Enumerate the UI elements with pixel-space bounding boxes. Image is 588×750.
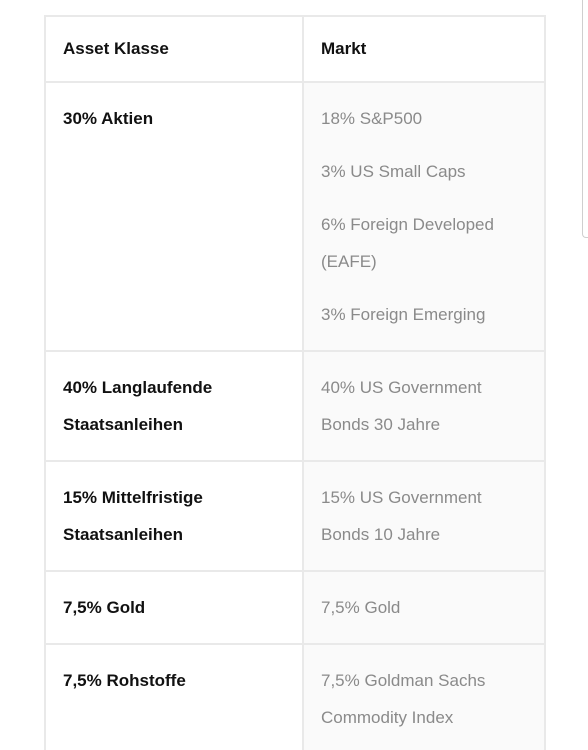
market-item: 15% US Government Bonds 10 Jahre bbox=[321, 488, 482, 544]
scroll-indicator[interactable] bbox=[582, 0, 588, 238]
table-header-row: Asset Klasse Markt bbox=[44, 15, 546, 83]
asset-cell: 7,5% Gold bbox=[44, 570, 304, 645]
allocation-table: Asset Klasse Markt 30% Aktien 18% S&P500… bbox=[44, 15, 546, 750]
header-market: Markt bbox=[302, 15, 546, 83]
market-item: 3% Foreign Emerging bbox=[321, 305, 486, 324]
header-asset-class: Asset Klasse bbox=[44, 15, 304, 83]
table-row: 40% Langlaufende Staatsanleihen 40% US G… bbox=[44, 350, 546, 462]
market-item: 7,5% Goldman Sachs Commodity Index bbox=[321, 671, 486, 727]
asset-cell: 40% Langlaufende Staatsanleihen bbox=[44, 350, 304, 462]
market-item: 18% S&P500 bbox=[321, 109, 423, 128]
market-cell: 15% US Government Bonds 10 Jahre bbox=[302, 460, 546, 572]
table-row: 15% Mittelfristige Staatsanleihen 15% US… bbox=[44, 460, 546, 572]
market-item: 40% US Government Bonds 30 Jahre bbox=[321, 378, 482, 434]
market-item: 3% US Small Caps bbox=[321, 162, 466, 181]
table-row: 30% Aktien 18% S&P500 3% US Small Caps 6… bbox=[44, 81, 546, 352]
table-row: 7,5% Gold 7,5% Gold bbox=[44, 570, 546, 645]
market-item: 7,5% Gold bbox=[321, 598, 401, 617]
asset-cell: 30% Aktien bbox=[44, 81, 304, 352]
market-item: 6% Foreign Developed (EAFE) bbox=[321, 215, 494, 271]
market-cell: 7,5% Gold bbox=[302, 570, 546, 645]
table-row: 7,5% Rohstoffe 7,5% Goldman Sachs Commod… bbox=[44, 643, 546, 750]
asset-cell: 15% Mittelfristige Staatsanleihen bbox=[44, 460, 304, 572]
asset-cell: 7,5% Rohstoffe bbox=[44, 643, 304, 750]
market-cell: 7,5% Goldman Sachs Commodity Index bbox=[302, 643, 546, 750]
market-cell: 40% US Government Bonds 30 Jahre bbox=[302, 350, 546, 462]
market-cell: 18% S&P500 3% US Small Caps 6% Foreign D… bbox=[302, 81, 546, 352]
